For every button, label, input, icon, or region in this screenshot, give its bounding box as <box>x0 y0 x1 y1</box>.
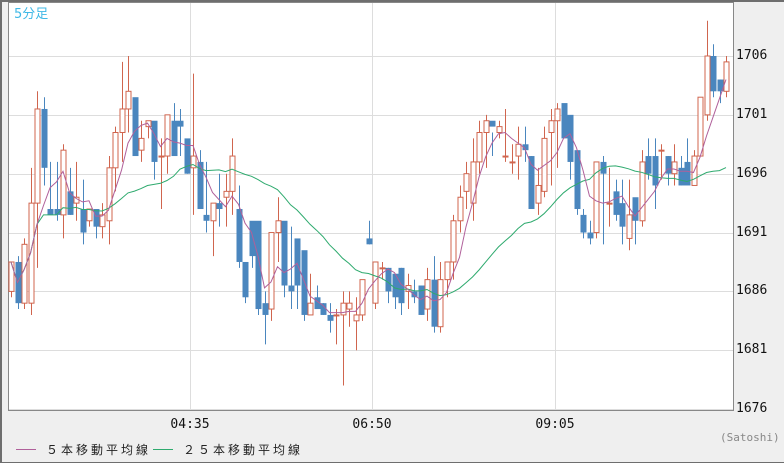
y-tick-label: 1701 <box>736 106 768 122</box>
legend-ma25: ２５本移動平均線 <box>153 441 303 458</box>
y-tick-label: 1676 <box>736 401 768 417</box>
x-tick-label: 06:50 <box>352 417 392 432</box>
x-tick-label: 09:05 <box>535 417 575 432</box>
credit-label: (Satoshi) <box>720 431 780 444</box>
y-tick-label: 1681 <box>736 342 768 358</box>
ma25-swatch-icon <box>153 449 173 450</box>
y-tick-label: 1706 <box>736 48 768 63</box>
y-tick-label: 1696 <box>736 165 768 181</box>
legend-ma5: ５本移動平均線 <box>16 441 151 458</box>
y-tick-label: 1686 <box>736 283 768 299</box>
legend-ma5-label: ５本移動平均線 <box>46 443 152 457</box>
legend-ma25-label: ２５本移動平均線 <box>183 443 304 457</box>
ma5-swatch-icon <box>16 449 36 450</box>
y-tick-label: 1691 <box>736 224 768 240</box>
x-tick-label: 04:35 <box>170 417 210 432</box>
chart-title: 5分足 <box>14 7 49 22</box>
